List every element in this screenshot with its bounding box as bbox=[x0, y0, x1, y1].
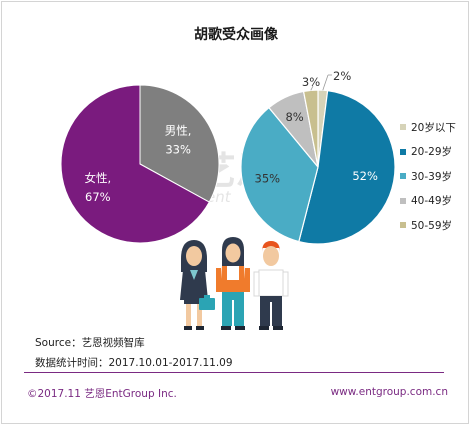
age-slice-value: 8% bbox=[285, 110, 303, 124]
stat-period-note: 数据统计时间：2017.10.01-2017.11.09 bbox=[35, 357, 233, 369]
age-slice-value: 2% bbox=[333, 69, 351, 83]
legend-label: 40-49岁 bbox=[411, 195, 453, 208]
woman-in-orange-icon bbox=[216, 237, 250, 330]
legend-item: 50-59岁 bbox=[400, 213, 456, 238]
legend-swatch bbox=[400, 148, 406, 155]
legend-item: 40-49岁 bbox=[400, 189, 456, 214]
legend-swatch bbox=[400, 173, 406, 180]
legend-label: 20-29岁 bbox=[411, 146, 453, 159]
source-note: Source：艺恩视频智库 bbox=[35, 337, 145, 349]
legend-item: 30-39岁 bbox=[400, 164, 456, 189]
age-slice-value: 52% bbox=[352, 169, 378, 183]
gender-slice-value: 67% bbox=[85, 190, 111, 204]
footer-divider bbox=[24, 372, 444, 373]
man-icon bbox=[253, 241, 289, 330]
woman-with-briefcase-icon bbox=[180, 240, 215, 330]
age-slice-value: 35% bbox=[255, 171, 281, 185]
leader-line bbox=[310, 85, 314, 91]
chart-title: 胡歌受众画像 bbox=[194, 27, 278, 43]
gender-pie-chart: 男性, 33% 女性, 67% bbox=[60, 84, 220, 244]
legend-label: 50-59岁 bbox=[411, 219, 453, 232]
legend-swatch bbox=[400, 197, 406, 204]
age-slice bbox=[298, 89, 396, 245]
audience-people-illustration bbox=[180, 237, 289, 330]
age-slice-value: 3% bbox=[302, 75, 320, 89]
gender-slice-label: 男性, bbox=[165, 124, 192, 138]
age-pie-chart: 2% 52% 35% 8% 3% bbox=[240, 69, 396, 245]
gender-slice-value: 33% bbox=[165, 143, 191, 157]
leader-line bbox=[322, 74, 329, 91]
legend-swatch bbox=[400, 124, 406, 131]
legend-label: 20岁以下 bbox=[411, 121, 456, 134]
age-slice bbox=[302, 89, 319, 168]
legend-item: 20-29岁 bbox=[400, 140, 456, 165]
age-slice bbox=[240, 106, 319, 243]
footer-copyright: ©2017.11 艺恩EntGroup Inc. bbox=[27, 388, 177, 400]
legend-item: 20岁以下 bbox=[400, 115, 456, 140]
gender-slice bbox=[60, 84, 210, 244]
legend-swatch bbox=[400, 222, 406, 229]
gender-slice-label: 女性, bbox=[84, 171, 111, 185]
age-legend: 20岁以下 20-29岁 30-39岁 40-49岁 50-59岁 bbox=[400, 115, 456, 238]
footer-website-link[interactable]: www.entgroup.com.cn bbox=[330, 386, 448, 398]
legend-label: 30-39岁 bbox=[411, 170, 453, 183]
gender-slice bbox=[139, 84, 220, 203]
